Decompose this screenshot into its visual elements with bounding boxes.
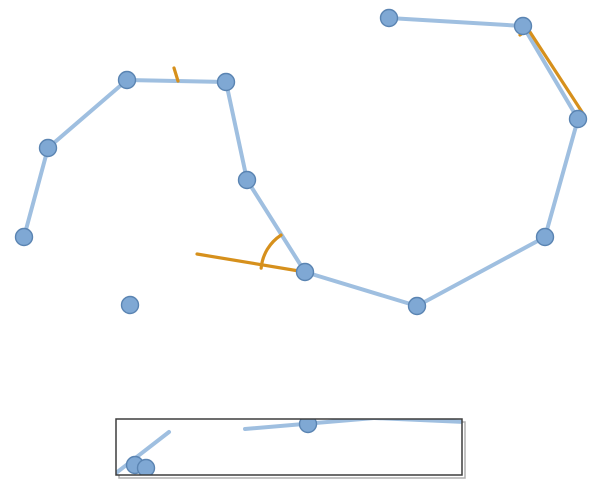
edge xyxy=(24,148,48,237)
node xyxy=(16,229,33,246)
edge xyxy=(226,82,247,180)
edge xyxy=(545,119,578,237)
node xyxy=(381,10,398,27)
node xyxy=(40,140,57,157)
node xyxy=(570,111,587,128)
node xyxy=(537,229,554,246)
edge xyxy=(247,180,305,272)
diagram-canvas xyxy=(0,0,600,503)
accent-line xyxy=(197,254,305,272)
node xyxy=(122,297,139,314)
panel-node xyxy=(138,460,155,477)
panel-node xyxy=(300,416,317,433)
node xyxy=(239,172,256,189)
nodes-group xyxy=(16,10,587,315)
node xyxy=(297,264,314,281)
edge xyxy=(389,18,523,26)
edges-group xyxy=(24,18,578,306)
node xyxy=(119,72,136,89)
inset-panel xyxy=(116,416,466,479)
edge xyxy=(417,237,545,306)
panel-bg xyxy=(116,419,462,475)
node xyxy=(515,18,532,35)
edge xyxy=(305,272,417,306)
edge xyxy=(48,80,127,148)
node xyxy=(409,298,426,315)
angle-arc xyxy=(261,235,281,268)
edge xyxy=(523,26,578,119)
accents-group xyxy=(174,29,584,272)
node xyxy=(218,74,235,91)
